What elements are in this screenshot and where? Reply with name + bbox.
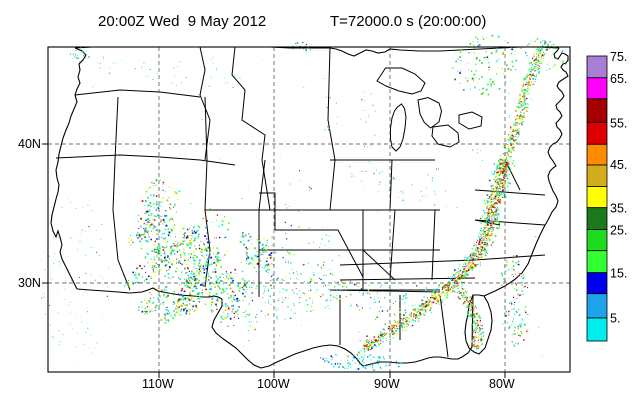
svg-text:110W: 110W [142,377,174,391]
svg-text:65.: 65. [610,72,627,86]
svg-text:45.: 45. [610,158,627,172]
svg-text:15.: 15. [610,267,627,281]
svg-text:40N: 40N [18,137,41,151]
svg-text:30N: 30N [18,276,41,290]
svg-text:25.: 25. [610,224,627,238]
svg-text:90W: 90W [374,377,400,391]
svg-text:80W: 80W [489,377,515,391]
svg-text:5.: 5. [610,312,620,326]
svg-text:35.: 35. [610,202,627,216]
svg-text:55.: 55. [610,116,627,130]
svg-text:100W: 100W [257,377,290,391]
svg-text:75.: 75. [610,50,627,64]
